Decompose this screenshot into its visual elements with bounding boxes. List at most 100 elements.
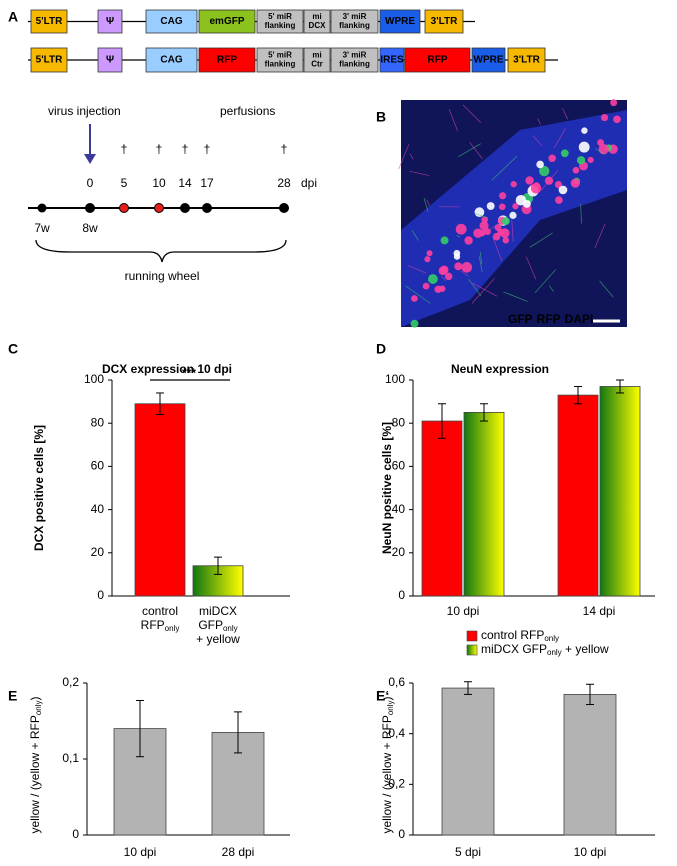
neurite xyxy=(594,148,606,155)
brace xyxy=(35,239,287,263)
construct-element xyxy=(30,9,68,34)
cell xyxy=(576,156,586,165)
construct-label: 3'LTR xyxy=(513,55,540,66)
construct-label: emGFP xyxy=(209,16,244,27)
construct-label: flanking xyxy=(265,60,296,69)
neurite xyxy=(553,128,566,149)
timeline-dot xyxy=(154,203,164,213)
cell xyxy=(525,176,534,185)
y-tick-label: 0 xyxy=(398,827,405,841)
construct-element xyxy=(379,47,405,73)
day-label: 28 xyxy=(277,176,291,190)
timeline-label: perfusions xyxy=(220,104,275,118)
neurite xyxy=(562,108,569,120)
perfusion-dagger: † xyxy=(156,142,163,156)
construct-label: 3' miR xyxy=(343,12,367,21)
cell xyxy=(600,114,609,122)
y-tick-label: 0,4 xyxy=(388,726,405,740)
cell xyxy=(499,192,507,200)
legend-label-part: control RFP xyxy=(481,628,544,642)
construct-element xyxy=(507,47,546,73)
cell xyxy=(479,221,489,231)
neurite xyxy=(462,104,482,123)
neurite xyxy=(491,156,517,181)
construct-element xyxy=(256,47,304,73)
cell xyxy=(570,178,580,188)
cell xyxy=(434,285,442,294)
x-tick-label: 10 dpi xyxy=(124,845,157,859)
perfusion-dagger: † xyxy=(121,142,128,156)
stain-label: GFP xyxy=(508,312,533,326)
construct-label: CAG xyxy=(160,16,182,27)
panel-letter: E‘ xyxy=(376,688,389,704)
neurite xyxy=(469,141,483,160)
y-axis-label: yellow / (yellow + RFPonly) xyxy=(28,696,43,833)
cell xyxy=(598,144,609,155)
legend-swatch xyxy=(466,630,478,642)
cell xyxy=(578,141,590,153)
construct-element xyxy=(379,9,421,34)
cell xyxy=(554,181,563,189)
neurite xyxy=(460,270,469,277)
day-label: 17 xyxy=(200,176,214,190)
x-tick-label-part: 14 dpi xyxy=(583,604,616,618)
week-label: 7w xyxy=(34,221,50,235)
neurite xyxy=(405,285,431,304)
y-tick-label: 80 xyxy=(392,415,406,429)
cell xyxy=(428,274,438,284)
cell xyxy=(548,154,556,163)
y-axis-label-part: yellow / (yellow + RFP xyxy=(28,715,42,833)
x-tick-label: RFPonly xyxy=(141,618,180,633)
cell xyxy=(440,236,449,245)
cell xyxy=(560,149,569,158)
construct-element xyxy=(404,47,471,73)
y-tick-label: 40 xyxy=(392,502,406,516)
cell xyxy=(501,217,510,226)
legend-label: control RFPonly xyxy=(481,628,559,643)
construct-label: mi xyxy=(312,51,321,60)
construct-element xyxy=(145,9,198,34)
chart-title: DCX expression 10 dpi xyxy=(102,362,232,376)
construct-label: 5' miR xyxy=(268,51,292,60)
y-axis-label: DCX positive cells [%] xyxy=(32,425,46,551)
x-tick-label: 28 dpi xyxy=(222,845,255,859)
construct-element xyxy=(330,47,379,73)
y-axis-label-part: only xyxy=(34,700,43,715)
week-label: 8w xyxy=(82,221,98,235)
construct-label: RFP xyxy=(217,55,237,66)
neurite xyxy=(534,269,556,294)
y-tick-label: 100 xyxy=(84,372,104,386)
construct-label: Ctr xyxy=(311,60,323,69)
construct-label: 5' miR xyxy=(268,12,292,21)
x-tick-label: + yellow xyxy=(196,632,240,646)
construct-element xyxy=(97,47,123,73)
y-tick-label: 60 xyxy=(392,459,406,473)
x-tick-label-part: control xyxy=(142,604,178,618)
x-tick-label-part: miDCX xyxy=(199,604,237,618)
construct-label: flanking xyxy=(265,21,296,30)
cell xyxy=(426,250,433,257)
cell xyxy=(522,199,531,208)
neurite xyxy=(599,280,614,298)
significance-label: *** xyxy=(182,366,196,380)
neurite xyxy=(540,169,559,191)
y-tick-label: 100 xyxy=(385,372,405,386)
cell xyxy=(558,185,568,195)
legend-label-part: + yellow xyxy=(562,642,609,656)
timeline-dot xyxy=(180,203,190,213)
construct-label: 5'LTR xyxy=(36,16,63,27)
neurite xyxy=(426,199,430,207)
error-bar xyxy=(136,699,144,758)
neurite xyxy=(456,234,461,238)
y-axis-label-part: only xyxy=(386,700,395,715)
legend-label-part: only xyxy=(544,634,559,643)
construct-label: mi xyxy=(312,12,321,21)
panel-letter: D xyxy=(376,341,386,357)
y-axis-label-part: NeuN positive cells [%] xyxy=(380,422,394,554)
x-tick-label-part: RFP xyxy=(141,618,165,632)
micrograph: GFP RFP DAPI xyxy=(398,99,627,328)
timeline-dot xyxy=(279,203,289,213)
construct-label: WPRE xyxy=(385,16,415,27)
timeline-label: virus injection xyxy=(48,104,121,118)
